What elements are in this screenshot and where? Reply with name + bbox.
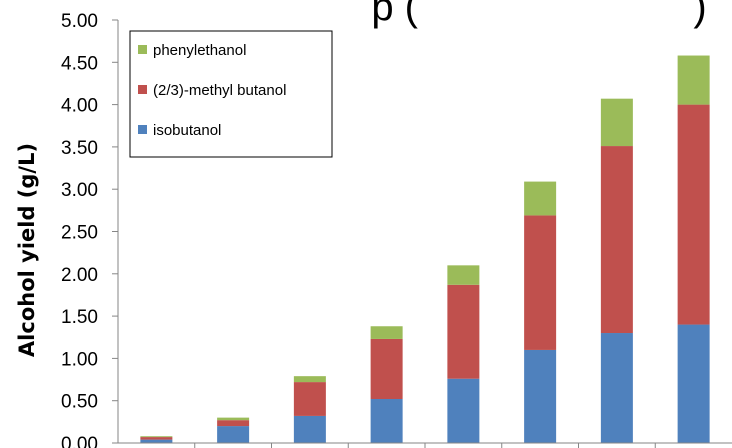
y-tick-label: 0.50 [61, 392, 98, 413]
axes [112, 19, 732, 448]
bar-segment-2 [217, 420, 250, 427]
bar-segment-3 [217, 417, 250, 421]
bar-segment-3 [447, 265, 480, 285]
bar-segment-1 [370, 399, 403, 443]
y-tick-label: 2.50 [61, 223, 98, 244]
y-tick-label: 4.00 [61, 96, 98, 117]
bar-segment-1 [293, 415, 326, 443]
bar-segment-2 [600, 146, 633, 334]
legend-label: (2/3)-methyl butanol [153, 82, 286, 99]
y-tick-label: 1.50 [61, 307, 98, 328]
bar-segment-3 [524, 181, 557, 216]
y-axis-label: Alcohol yield (g/L) [15, 143, 39, 357]
bar-segment-1 [677, 324, 710, 443]
legend-label: phenylethanol [153, 42, 246, 59]
bar-segment-2 [524, 215, 557, 350]
bar-segment-1 [447, 378, 480, 443]
legend-swatch [138, 45, 147, 54]
bar-segment-3 [293, 376, 326, 383]
legend-box [129, 30, 333, 158]
chart-title-right: ) [693, 0, 706, 29]
y-tick-labels: 0.00 0.50 1.00 1.50 2.00 2.50 3.00 3.50 4.00 4.50… [61, 11, 98, 448]
bar-segment-2 [140, 437, 173, 440]
bar-segment-1 [140, 439, 173, 443]
bar-segment-3 [140, 436, 173, 438]
bar-segment-3 [600, 98, 633, 147]
bar-segment-2 [370, 338, 403, 400]
y-tick-label: 5.00 [61, 11, 98, 32]
legend-label: isobutanol [153, 122, 221, 139]
bars [140, 55, 710, 443]
y-tick-label: 1.00 [61, 349, 98, 370]
y-tick-label: 0.00 [61, 434, 98, 448]
bar-segment-1 [217, 426, 250, 443]
bar-segment-2 [293, 382, 326, 416]
y-tick-label: 2.00 [61, 265, 98, 286]
y-tick-label: 4.50 [61, 53, 98, 74]
bar-segment-3 [370, 326, 403, 339]
bar-segment-1 [600, 333, 633, 443]
chart-title-left: p ( [371, 0, 418, 29]
bar-segment-2 [447, 284, 480, 379]
bar-segment-3 [677, 55, 710, 105]
y-tick-label: 3.00 [61, 180, 98, 201]
legend-swatch [138, 125, 147, 134]
bar-segment-1 [524, 349, 557, 443]
y-tick-label: 3.50 [61, 138, 98, 159]
bar-segment-2 [677, 104, 710, 325]
legend: phenylethanol (2/3)-methyl butanol isobuta… [129, 30, 333, 158]
legend-swatch [138, 85, 147, 94]
